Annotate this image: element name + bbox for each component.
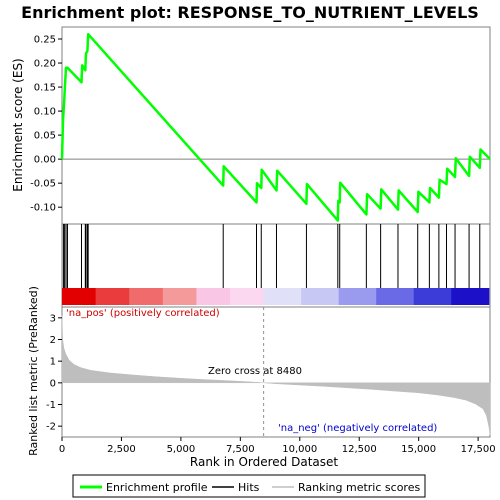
band-segment-positive bbox=[129, 288, 164, 305]
metric-y-tick-label: -1 bbox=[46, 400, 56, 411]
band-segment-positive bbox=[196, 288, 231, 305]
enrichment-profile-line bbox=[60, 32, 491, 222]
band-segment-negative bbox=[413, 288, 452, 305]
es-y-tick-label: 0.00 bbox=[34, 155, 56, 166]
es-y-tick-label: -0.10 bbox=[30, 203, 56, 214]
legend-label-hits: Hits bbox=[238, 481, 260, 494]
correlation-color-band bbox=[62, 288, 490, 305]
metric-y-tick-label: 2 bbox=[50, 335, 56, 346]
es-y-tick-label: 0.25 bbox=[34, 35, 56, 46]
x-tick-label: 5,000 bbox=[167, 444, 196, 455]
metric-y-axis-label: Ranked list metric (PreRanked) bbox=[27, 286, 40, 456]
x-tick-label: 2,500 bbox=[107, 444, 136, 455]
hits-ticks bbox=[62, 224, 481, 288]
es-y-tick-label: 0.05 bbox=[34, 131, 56, 142]
x-tick-label: 7,500 bbox=[226, 444, 255, 455]
es-panel-frame bbox=[61, 26, 491, 225]
es-y-tick-label: -0.05 bbox=[30, 179, 56, 190]
legend-box bbox=[72, 474, 426, 498]
negative-correlation-label: 'na_neg' (negatively correlated) bbox=[278, 423, 437, 434]
x-axis-label: Rank in Ordered Dataset bbox=[190, 455, 338, 469]
ranking-metric-area bbox=[61, 315, 491, 435]
es-y-tick-label: 0.10 bbox=[34, 107, 56, 118]
es-y-axis: 0.25 0.20 0.15 0.10 0.05 0.00 -0.05 -0.10 bbox=[30, 35, 62, 214]
band-segment-negative bbox=[376, 288, 415, 305]
band-segment-positive bbox=[230, 288, 265, 305]
es-y-axis-label: Enrichment score (ES) bbox=[11, 58, 25, 191]
band-segment-negative bbox=[338, 288, 377, 305]
positive-correlation-label: 'na_pos' (positively correlated) bbox=[66, 308, 220, 319]
metric-panel-frame bbox=[61, 306, 491, 438]
es-y-tick-label: 0.15 bbox=[34, 83, 56, 94]
band-segment-negative bbox=[263, 288, 302, 305]
zero-cross-label: Zero cross at 8480 bbox=[208, 366, 302, 377]
es-y-tick-label: 0.20 bbox=[34, 59, 56, 70]
legend-label-enrichment-profile: Enrichment profile bbox=[106, 481, 208, 494]
band-segment-positive bbox=[95, 288, 130, 305]
x-tick-label: 10,000 bbox=[282, 444, 317, 455]
band-segment-negative bbox=[301, 288, 340, 305]
metric-y-tick-label: -2 bbox=[46, 422, 56, 433]
band-segment-negative bbox=[451, 288, 490, 305]
legend-label-ranking-metric: Ranking metric scores bbox=[298, 481, 420, 494]
band-segment-positive bbox=[162, 288, 197, 305]
metric-y-tick-label: 3 bbox=[50, 313, 56, 324]
band-segment-positive bbox=[62, 288, 97, 305]
enrichment-profile-series bbox=[60, 32, 491, 222]
metric-y-axis: 3 2 1 0 -1 -2 bbox=[46, 313, 62, 433]
x-axis: 0 2,500 5,000 7,500 10,000 12,500 15,000 17,500 bbox=[59, 437, 496, 455]
metric-y-tick-label: 1 bbox=[50, 357, 56, 368]
x-tick-label: 17,500 bbox=[461, 444, 496, 455]
x-tick-label: 15,000 bbox=[401, 444, 436, 455]
x-tick-label: 0 bbox=[59, 444, 65, 455]
metric-y-tick-label: 0 bbox=[50, 378, 56, 389]
chart-title: Enrichment plot: RESPONSE_TO_NUTRIENT_LE… bbox=[21, 3, 479, 22]
ranking-metric-series bbox=[61, 315, 491, 435]
x-tick-label: 12,500 bbox=[342, 444, 377, 455]
